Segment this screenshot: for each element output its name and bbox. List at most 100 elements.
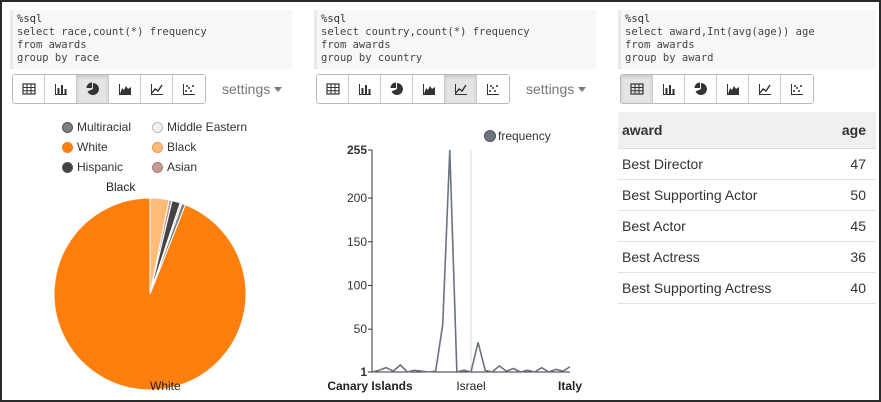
code-line: from awards — [17, 39, 87, 51]
code-line: group by country — [321, 52, 423, 64]
scatter-chart-icon — [183, 84, 195, 95]
bar-chart-icon — [54, 84, 67, 95]
legend-swatch[interactable] — [484, 130, 496, 142]
y-tick-label: 200 — [347, 191, 367, 205]
y-tick-label: 255 — [347, 143, 367, 157]
y-tick-label: 100 — [347, 278, 367, 292]
legend-label: Hispanic — [77, 160, 124, 174]
table-row: Best Supporting Actor 50 — [618, 179, 876, 211]
pie-view-button[interactable] — [685, 75, 717, 103]
code-line: group by race — [17, 52, 100, 64]
view-toolbar: settings — [316, 74, 587, 104]
legend-swatch — [62, 121, 73, 133]
sql-editor[interactable]: %sql select award,Int(avg(age)) age from a… — [618, 10, 876, 69]
area-chart-icon — [726, 84, 739, 95]
paragraph-country: %sql select country,count(*) frequency fro… — [314, 10, 596, 396]
cell-age: 45 — [825, 210, 876, 242]
pie-view-button[interactable] — [77, 75, 109, 103]
legend-item[interactable]: Hispanic — [62, 160, 123, 174]
cell-award: Best Director — [618, 148, 826, 180]
line-view-button[interactable] — [141, 75, 173, 103]
sql-editor[interactable]: %sql select country,count(*) frequency fro… — [314, 10, 596, 69]
view-toolbar — [620, 74, 814, 104]
code-line: from awards — [625, 39, 695, 51]
code-line: select award,Int(avg(age)) age — [625, 26, 815, 38]
scatter-view-button[interactable] — [781, 75, 813, 103]
x-tick-label: Israel — [456, 379, 485, 393]
table-view-button[interactable] — [317, 75, 349, 103]
table-row: Best Actress 36 — [618, 241, 876, 273]
legend-label: Multiracial — [77, 120, 132, 134]
pie-chart — [53, 197, 247, 391]
table-row: Best Actor 45 — [618, 210, 876, 242]
code-magic: %sql — [625, 13, 651, 25]
caret-down-icon — [274, 86, 283, 92]
legend-label: Black — [167, 140, 197, 154]
legend-swatch — [62, 161, 73, 173]
area-view-button[interactable] — [109, 75, 141, 103]
x-tick-label: Canary Islands — [327, 379, 413, 393]
legend-item[interactable]: Asian — [152, 160, 197, 174]
pie-slice-label: Black — [106, 180, 136, 194]
area-chart-icon — [422, 84, 435, 95]
series-line-frequency[interactable] — [371, 149, 571, 374]
x-tick-label: Italy — [558, 379, 582, 393]
code-magic: %sql — [321, 13, 347, 25]
pie-view-button[interactable] — [381, 75, 413, 103]
table-view-button[interactable] — [13, 75, 45, 103]
settings-label: settings — [222, 81, 271, 97]
scatter-view-button[interactable] — [173, 75, 205, 103]
legend-item[interactable]: Multiracial — [62, 120, 131, 134]
area-view-button[interactable] — [413, 75, 445, 103]
table-icon — [629, 83, 644, 95]
line-chart-icon — [150, 84, 163, 95]
column-header-award[interactable]: award — [618, 112, 826, 149]
settings-dropdown[interactable]: settings — [222, 81, 283, 97]
legend-label: Middle Eastern — [167, 120, 248, 134]
view-button-group — [620, 74, 814, 104]
bar-view-button[interactable] — [349, 75, 381, 103]
table-row: Best Director 47 — [618, 148, 876, 180]
table-row: Best Supporting Actress 40 — [618, 272, 876, 304]
pie-legend: Multiracial Middle Eastern White Black H… — [62, 120, 292, 180]
pie-chart-icon — [390, 82, 403, 95]
line-chart-icon — [454, 84, 467, 95]
line-view-button[interactable] — [749, 75, 781, 103]
table-view-button[interactable] — [621, 75, 653, 103]
legend-item[interactable]: Black — [152, 140, 196, 154]
pie-chart-icon — [694, 82, 707, 95]
table-icon — [21, 83, 36, 95]
view-toolbar: settings — [12, 74, 283, 104]
cell-age: 50 — [825, 179, 876, 211]
legend-swatch — [62, 141, 73, 153]
cell-award: Best Actress — [618, 241, 826, 273]
scatter-view-button[interactable] — [477, 75, 509, 103]
legend-item[interactable]: Middle Eastern — [152, 120, 247, 134]
bar-chart-icon — [358, 84, 371, 95]
paragraph-award: %sql select award,Int(avg(age)) age from a… — [618, 10, 876, 396]
line-view-button[interactable] — [445, 75, 477, 103]
settings-dropdown[interactable]: settings — [526, 81, 587, 97]
pie-chart-icon — [86, 82, 99, 95]
bar-view-button[interactable] — [45, 75, 77, 103]
code-line: group by award — [625, 52, 714, 64]
line-chart-icon — [758, 84, 771, 95]
sql-editor[interactable]: %sql select race,count(*) frequency from a… — [10, 10, 292, 69]
cell-age: 36 — [825, 241, 876, 273]
cell-award: Best Supporting Actor — [618, 179, 826, 211]
area-view-button[interactable] — [717, 75, 749, 103]
table-icon — [325, 83, 340, 95]
area-chart-icon — [118, 84, 131, 95]
bar-view-button[interactable] — [653, 75, 685, 103]
legend-item[interactable]: White — [62, 140, 108, 154]
legend-label: frequency — [498, 129, 551, 143]
pie-slice-multiracial[interactable] — [149, 202, 186, 295]
legend-label: Asian — [167, 160, 198, 174]
code-line: from awards — [321, 39, 391, 51]
column-header-age[interactable]: age — [825, 112, 876, 149]
code-line: select country,count(*) frequency — [321, 26, 530, 38]
cell-age: 40 — [825, 272, 876, 304]
y-tick-label: 50 — [354, 322, 368, 336]
